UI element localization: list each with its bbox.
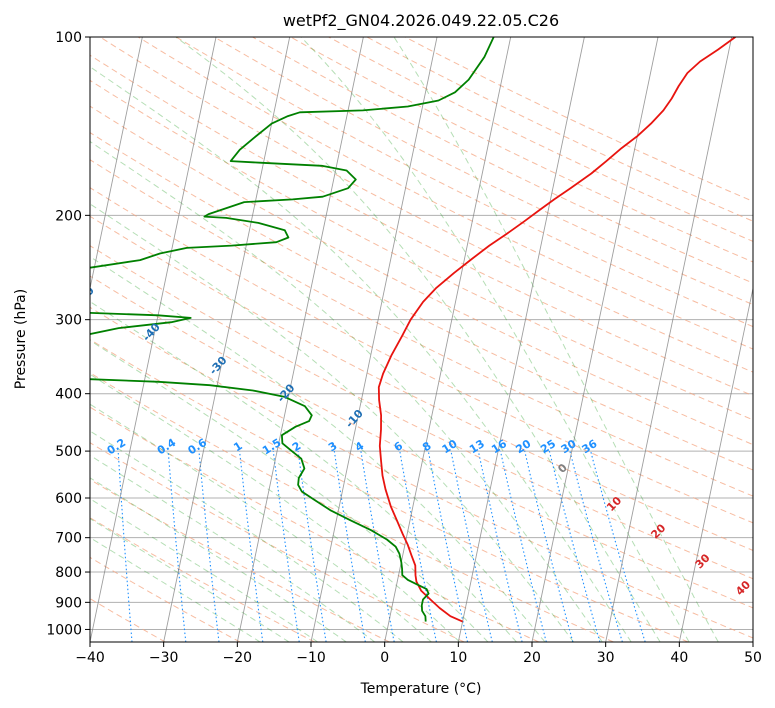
y-tick-label: 1000 [46,622,82,638]
y-tick-label: 900 [55,595,82,611]
moist-adiabat-line [175,37,661,642]
temperature-profile-line [377,37,736,623]
moist-adiabat-line [90,66,632,642]
moist-adiabats [90,37,719,642]
plot-frame [89,36,754,643]
isotherm-line [605,37,733,642]
moist-adiabat-line [393,37,719,642]
x-tick-label: 40 [670,650,688,666]
mixing-ratio-line [569,450,623,642]
dry-adiabat-line [90,54,753,397]
mixing-ratio-lines [117,450,646,642]
mixing-ratio-line [499,450,547,642]
isotherm-line [531,37,659,642]
y-tick-label: 200 [55,208,82,224]
mixing-ratio-line [477,450,523,642]
x-tick-label: 0 [380,650,389,666]
dry-adiabat-line [290,37,753,263]
x-tick-label: 10 [449,650,467,666]
dry-adiabat-line [137,37,753,350]
dry-adiabat-line [90,132,753,471]
x-tick-label: 30 [597,650,615,666]
moist-adiabat-line [90,430,404,642]
moist-adiabat-line [90,203,574,642]
mixing-ratio-line [239,451,264,642]
y-axis-ticks: 100 200 300 400 500 600 700 800 900 1000 [46,30,90,638]
moist-adiabat-line [90,454,376,642]
mixing-ratio-line [548,450,601,642]
moist-adiabat-line [90,477,347,642]
dry-adiabat-line [90,306,753,639]
dry-adiabat-line [214,37,753,306]
dry-adiabat-line [90,215,753,551]
dry-adiabat-line [90,105,753,446]
dry-adiabat-line [404,37,753,202]
y-tick-label: 600 [55,491,82,507]
moist-adiabat-line [90,256,546,642]
y-axis-label: Pressure (hPa) [13,289,29,389]
moist-adiabat-line [90,537,261,642]
mixing-ratio-line [524,450,574,642]
moist-adiabat-line [90,300,517,642]
mixing-ratio-line [297,451,327,642]
isotherm-line [678,286,753,642]
y-tick-label: 700 [55,531,82,547]
x-tick-label: −40 [75,650,105,666]
dry-adiabat-line [90,406,540,642]
x-tick-label: −30 [149,650,179,666]
x-tick-label: 50 [744,650,762,666]
dry-adiabat-line [366,37,753,222]
y-tick-label: 400 [55,387,82,403]
isotherm-line [163,37,291,642]
dewpoint-profile-line [90,37,495,622]
isotherm-line [457,37,585,642]
mixing-ratio-line [590,450,646,642]
y-tick-label: 800 [55,565,82,581]
mixing-ratio-line [399,451,437,642]
x-axis-label: Temperature (°C) [360,681,482,697]
moist-adiabat-line [90,403,432,642]
isotherm-line [90,37,143,291]
dry-adiabat-line [90,517,315,642]
moist-adiabat-line [90,373,461,642]
dry-adiabat-line [252,37,753,284]
y-tick-label: 100 [55,30,82,46]
x-tick-label: −10 [296,650,326,666]
moist-adiabat-line [300,37,690,642]
y-tick-label: 500 [55,444,82,460]
isotherm-line [310,37,438,642]
dry-adiabat-line [90,79,753,421]
isotherm-label: -50 [74,284,97,308]
mixing-ratio-line [167,451,187,642]
mixing-ratio-line [272,451,300,642]
dry-adiabat-line [175,37,753,328]
pressure-gridlines [90,37,753,630]
y-tick-label: 300 [55,313,82,329]
x-axis-ticks: −40 −30 −20 −10 0 10 20 30 40 50 [75,642,762,666]
dry-adiabat-line [90,442,465,642]
moist-adiabat-line [90,140,603,642]
mixing-ratio-line [198,451,220,642]
skewed-isotherms [90,37,753,642]
dry-adiabat-line [328,37,753,242]
x-tick-label: −20 [223,650,253,666]
mixing-ratio-line [427,450,469,642]
moist-adiabat-line [90,339,489,642]
dry-adiabat-line [90,275,753,609]
isotherm-line [90,37,217,642]
x-tick-label: 20 [523,650,541,666]
sounding-profiles [90,37,736,623]
chart-title: wetPf2_GN04.2026.049.22.05.C26 [283,11,559,31]
isotherm-line [236,37,364,642]
